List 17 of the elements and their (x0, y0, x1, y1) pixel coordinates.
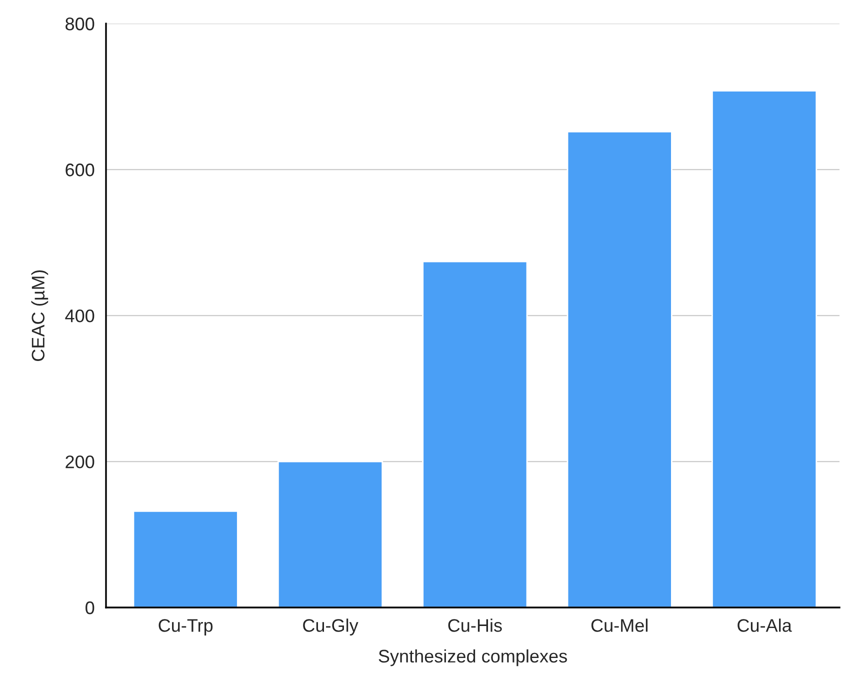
x-tick-label: Cu-His (448, 618, 502, 632)
y-tick-label: 0 (86, 601, 94, 614)
x-tick-label: Cu-Gly (303, 618, 358, 636)
y-tick-label: 200 (66, 455, 94, 468)
x-tick-label: Cu-Mel (591, 618, 648, 632)
y-axis-title: CEAC (µM) (31, 270, 48, 361)
bar (422, 260, 528, 608)
bar (132, 510, 238, 608)
bar (277, 460, 384, 608)
bar (566, 130, 672, 608)
y-tick-label: 600 (66, 164, 94, 176)
y-tick-label: 800 (66, 18, 94, 30)
y-tick-label: 400 (65, 309, 94, 322)
x-axis-title: Synthesized complexes (378, 649, 567, 666)
x-tick-label: Cu-Trp (158, 619, 213, 636)
x-tick-label: Cu-Ala (738, 618, 792, 632)
bar (712, 90, 818, 608)
